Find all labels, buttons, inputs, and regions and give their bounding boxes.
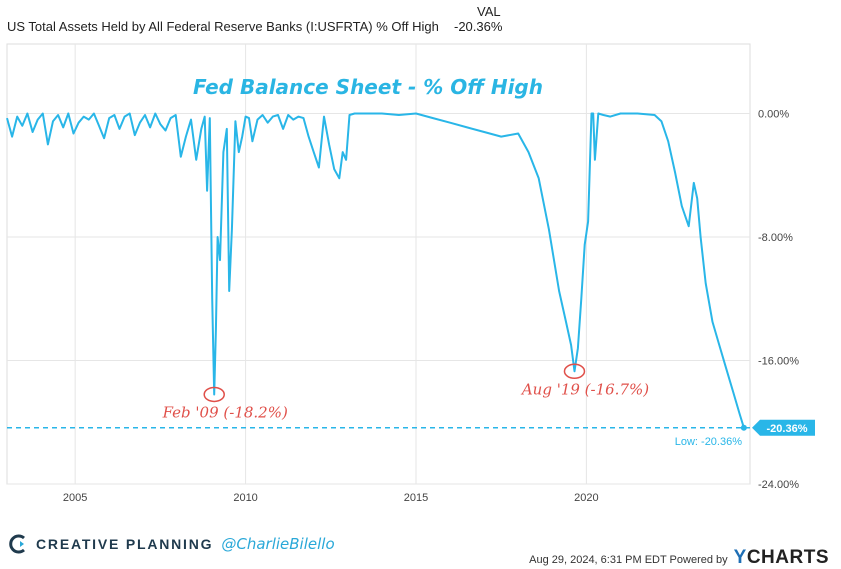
plot-area: [6, 43, 751, 485]
annotation-label: Aug '19 (-16.7%): [520, 380, 649, 398]
y-tick-label: 0.00%: [758, 108, 789, 120]
x-tick-label: 2010: [233, 492, 257, 504]
y-tick-label: -24.00%: [758, 479, 799, 491]
x-tick-label: 2005: [63, 492, 87, 504]
annotation-circle: [203, 386, 225, 403]
timestamp: Aug 29, 2024, 6:31 PM EDT Powered by: [529, 554, 728, 566]
y-tick-label: -8.00%: [758, 232, 793, 244]
series-end-marker: [740, 424, 747, 431]
series-line: [6, 112, 745, 429]
creative-planning-footer: CREATIVE PLANNING @CharlieBilello: [9, 534, 335, 554]
x-tick-label: 2020: [574, 492, 598, 504]
ycharts-logo: YCHARTS: [733, 547, 829, 568]
current-value: -20.36%: [454, 19, 503, 34]
val-heading: VAL: [477, 4, 501, 19]
last-value-label: -20.36%: [767, 423, 808, 435]
last-value-tag: [752, 419, 815, 436]
creative-planning-logo-icon: [9, 534, 25, 554]
ycharts-footer: Aug 29, 2024, 6:31 PM EDT Powered by YCH…: [529, 547, 829, 569]
chart-title: Fed Balance Sheet - % Off High: [193, 75, 543, 99]
x-tick-label: 2015: [404, 492, 428, 504]
y-tick-label: -16.00%: [758, 355, 799, 367]
annotation-circle: [563, 363, 586, 380]
author-handle: @CharlieBilello: [221, 535, 335, 553]
series-name: US Total Assets Held by All Federal Rese…: [7, 19, 439, 34]
brand-name: CREATIVE PLANNING: [36, 536, 214, 552]
low-label: Low: -20.36%: [675, 436, 742, 448]
annotation-label: Feb '09 (-18.2%): [162, 403, 288, 421]
